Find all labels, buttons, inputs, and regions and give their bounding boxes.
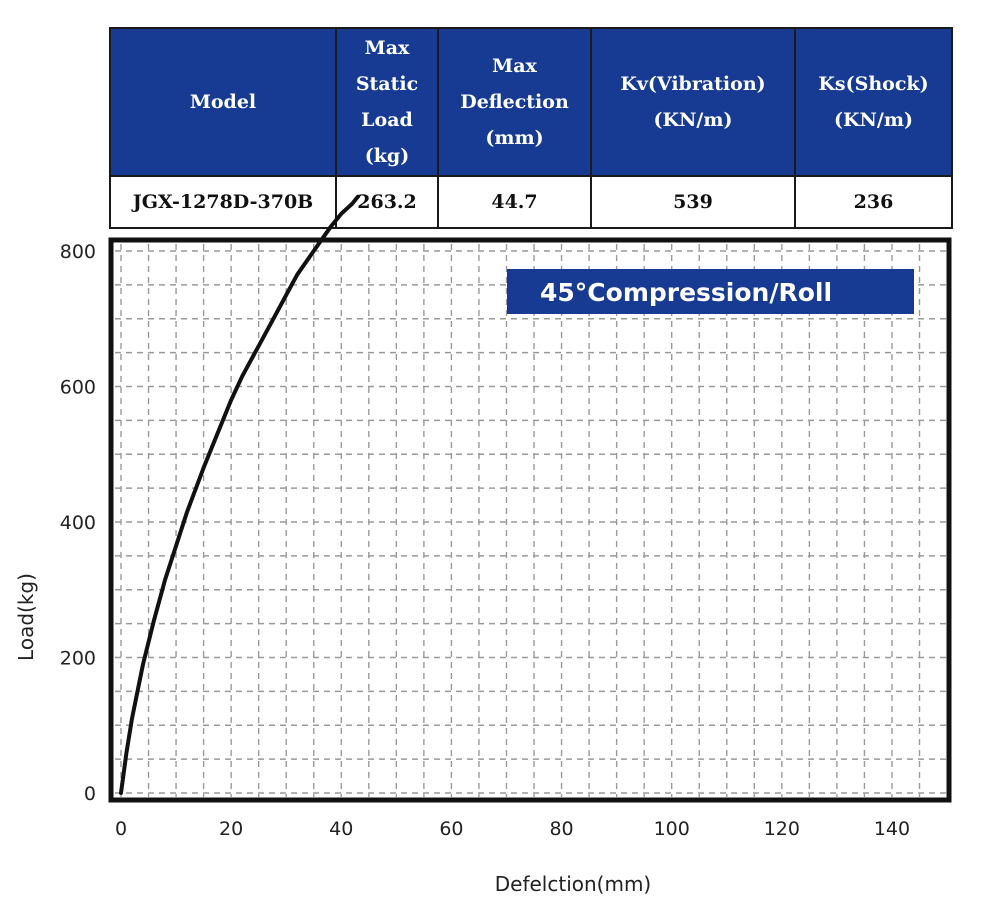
cell-max-deflection: 44.7	[437, 175, 592, 229]
header-line: Kv(Vibration)	[620, 73, 766, 95]
grid	[115, 244, 946, 797]
y-axis-title: Load(kg)	[14, 573, 38, 661]
header-line: Ks(Shock)	[818, 73, 929, 95]
tick-labels: 0 20 40 60 80 100 120 140 0 200 400 600 800	[60, 241, 910, 840]
header-model: Model	[109, 27, 337, 177]
x-tick-label: 20	[219, 818, 243, 840]
header-kv: Kv(Vibration) (KN/m)	[590, 27, 796, 177]
x-tick-label: 140	[874, 818, 910, 840]
header-max-static-load: Max Static Load (kg)	[335, 27, 439, 177]
cell-kv: 539	[590, 175, 796, 229]
header-max-deflection: Max Deflection (mm)	[437, 27, 592, 177]
header-line: Static	[355, 73, 419, 95]
header-line: (kg)	[364, 145, 410, 167]
y-tick-label: 800	[60, 241, 96, 263]
spec-data-row: JGX-1278D-370B 263.2 44.7 539 236	[109, 175, 953, 229]
cell-ks: 236	[794, 175, 953, 229]
annotation-box	[507, 269, 914, 314]
cell-model: JGX-1278D-370B	[109, 175, 337, 229]
header-line: (KN/m)	[834, 109, 913, 131]
annotation-text: 45°Compression/Roll	[540, 278, 832, 307]
y-tick-label: 400	[60, 512, 96, 534]
x-tick-label: 100	[654, 818, 690, 840]
x-tick-label: 60	[439, 818, 463, 840]
spec-header-row: Model Max Static Load (kg) Max Deflectio…	[109, 27, 953, 177]
header-line: (KN/m)	[653, 109, 733, 131]
load-deflection-curve	[119, 194, 360, 795]
y-tick-label: 200	[60, 648, 96, 670]
y-tick-label: 600	[60, 377, 96, 399]
header-line: Deflection	[460, 91, 569, 113]
header-line: Max	[492, 55, 537, 77]
spec-table: Model Max Static Load (kg) Max Deflectio…	[109, 27, 953, 229]
header-line: Load	[361, 109, 413, 131]
y-tick-label: 0	[84, 783, 96, 805]
x-tick-label: 0	[115, 818, 127, 840]
chart-frame	[108, 237, 952, 803]
header-line: (mm)	[485, 127, 544, 149]
x-tick-label: 80	[549, 818, 573, 840]
x-tick-label: 120	[764, 818, 800, 840]
header-ks: Ks(Shock) (KN/m)	[794, 27, 953, 177]
header-line: Max	[364, 37, 410, 59]
x-axis-title: Defelction(mm)	[495, 872, 651, 896]
x-tick-label: 40	[329, 818, 353, 840]
